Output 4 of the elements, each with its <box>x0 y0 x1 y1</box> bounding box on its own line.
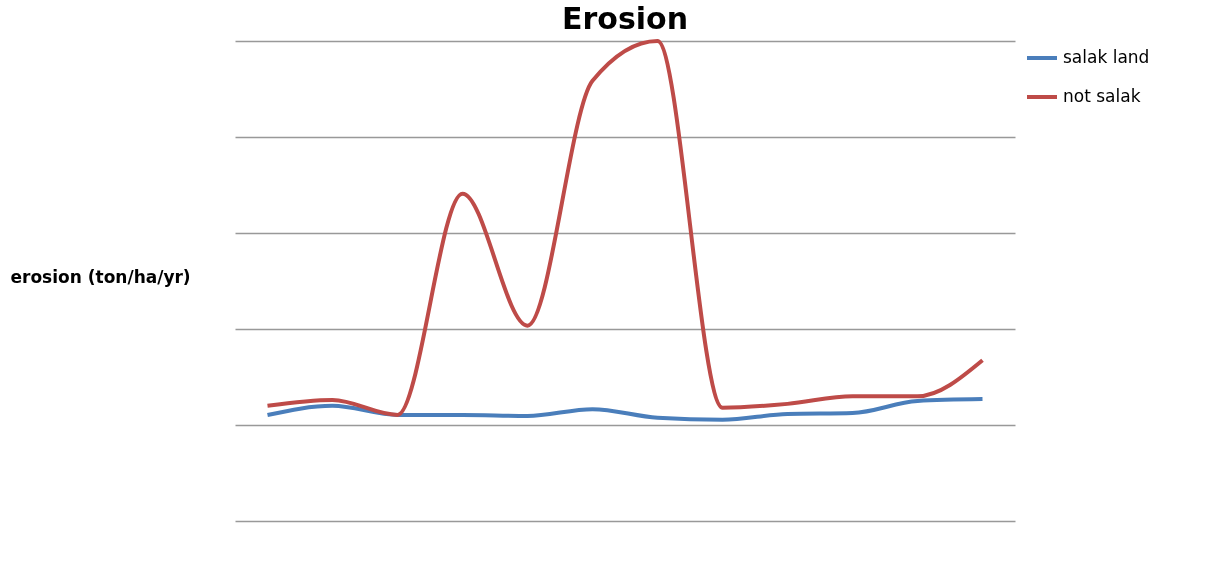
legend-label: salak land <box>1063 47 1150 67</box>
y-axis-title: erosion (ton/ha/yr) <box>10 266 191 287</box>
legend-label: not salak <box>1063 86 1141 106</box>
chart-title: Erosion <box>561 1 689 36</box>
